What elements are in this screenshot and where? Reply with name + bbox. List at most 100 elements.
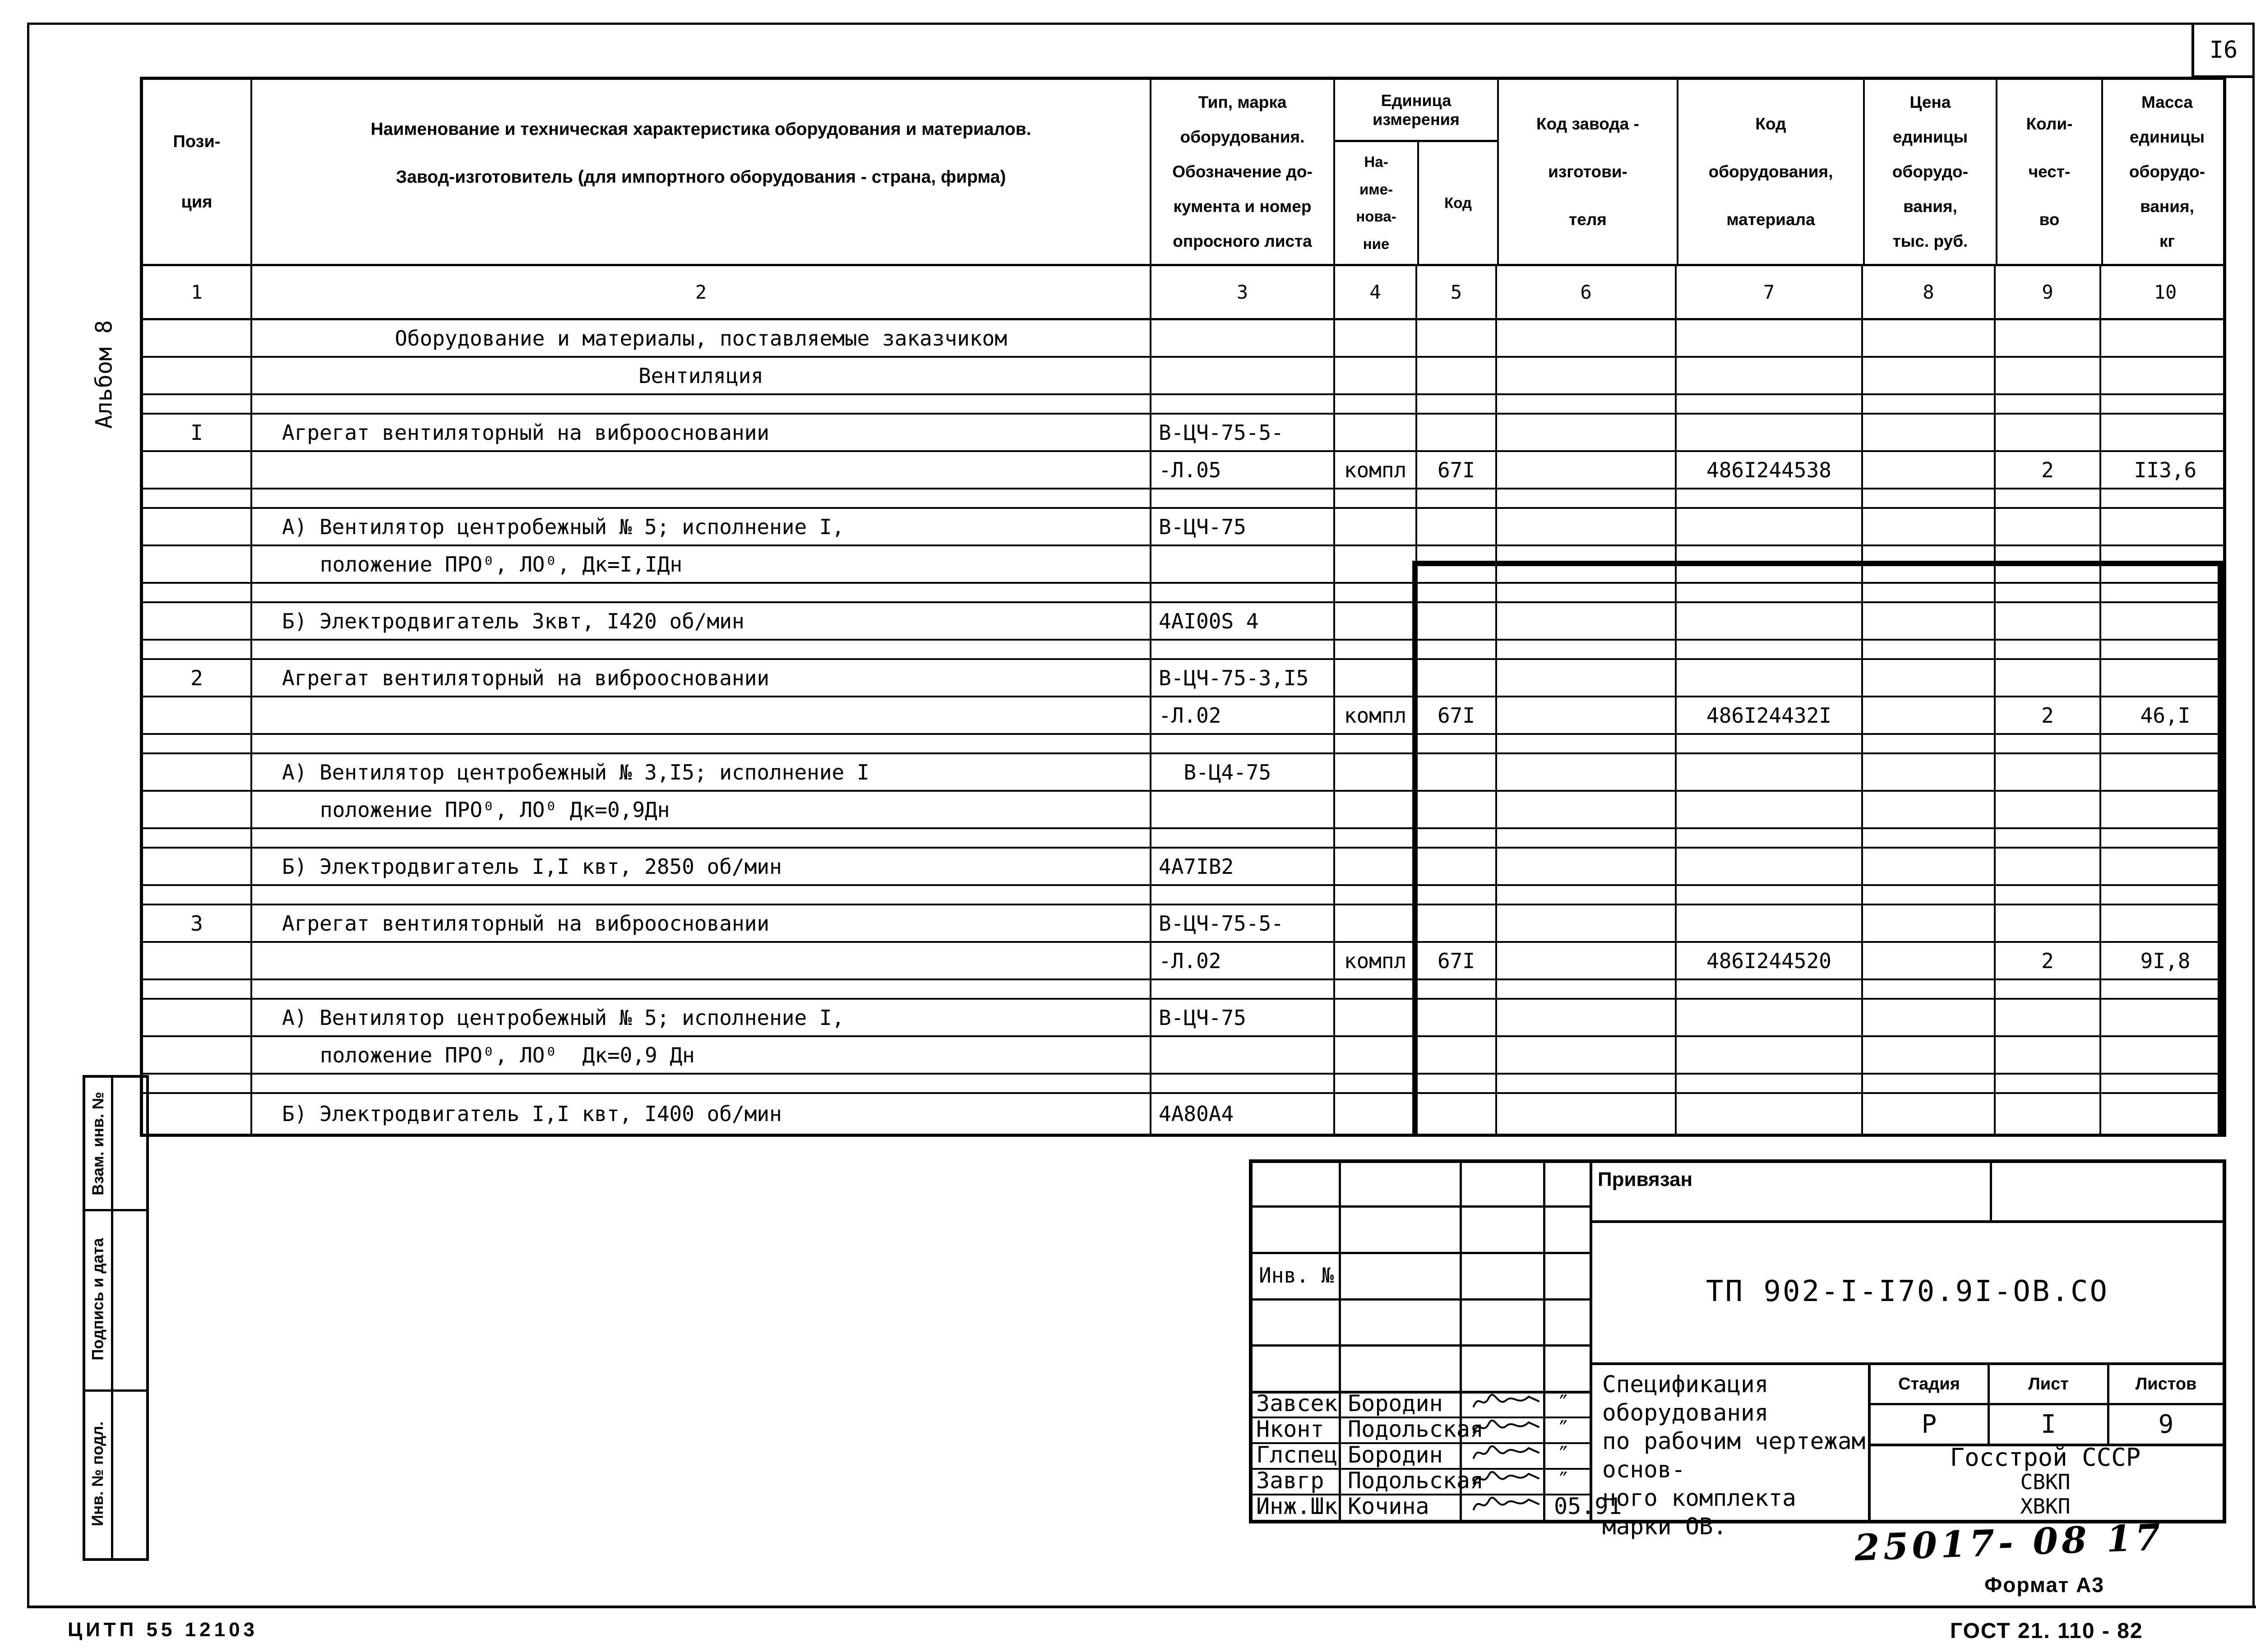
table-cell-price xyxy=(1861,320,1994,356)
table-cell-mat xyxy=(1675,1000,1861,1035)
table-cell-mat xyxy=(1675,395,1861,413)
table-cell-price xyxy=(1861,849,1994,884)
table-cell-mass xyxy=(2099,1037,2223,1073)
table-cell-mass xyxy=(2099,415,2223,450)
table-cell-price xyxy=(1861,905,1994,941)
table-cell-pos xyxy=(143,509,250,545)
table-cell-ucode xyxy=(1415,849,1495,884)
table-cell-type: В-ЦЧ-75 xyxy=(1150,1000,1333,1035)
table-cell-ucode xyxy=(1415,660,1495,696)
table-cell-unit xyxy=(1333,546,1415,582)
table-cell-unit xyxy=(1333,980,1415,998)
column-numbers-row: 1 2 3 4 5 6 7 8 9 10 xyxy=(143,266,2223,320)
table-cell-type: В-Ц4-75 xyxy=(1150,754,1333,790)
table-cell-name: Б) Электродвигатель I,I квт, 2850 об/мин xyxy=(250,849,1150,884)
table-cell-mass: II3,6 xyxy=(2099,452,2223,488)
table-cell-mass xyxy=(2099,735,2223,752)
table-cell-mat xyxy=(1675,546,1861,582)
table-cell-mass xyxy=(2099,641,2223,658)
signature-row: Инж.Шк Кочина 05.91 xyxy=(1253,1494,1622,1519)
signature-date: ″ xyxy=(1557,1467,1571,1494)
table-cell-factory xyxy=(1495,754,1675,790)
table-cell-mass xyxy=(2099,395,2223,413)
table-cell-mat xyxy=(1675,905,1861,941)
table-cell-ucode xyxy=(1415,1075,1495,1092)
table-cell-type xyxy=(1150,829,1333,847)
table-cell-ucode xyxy=(1415,395,1495,413)
table-cell-ucode xyxy=(1415,509,1495,545)
table-cell-name: положение ПРО⁰, ЛО⁰ Дк=0,9 Дн xyxy=(250,1037,1150,1073)
table-cell-ucode xyxy=(1415,905,1495,941)
table-cell-type: 4А80А4 xyxy=(1150,1094,1333,1134)
page-number: I6 xyxy=(2209,37,2238,64)
header-type: Тип, марка оборудования. Обозначение до-… xyxy=(1150,80,1333,264)
table-cell-mat xyxy=(1675,660,1861,696)
table-cell-unit xyxy=(1333,735,1415,752)
sheet-header: Лист xyxy=(2028,1374,2069,1394)
table-row: А) Вентилятор центробежный № 3,I5; испол… xyxy=(143,754,2223,792)
table-cell-ucode xyxy=(1415,792,1495,827)
signature-row: Глспец Бородин ″ xyxy=(1253,1442,1592,1468)
signature-name: Бородин xyxy=(1348,1442,1443,1468)
table-cell-qty: 2 xyxy=(1994,943,2099,978)
table-cell-name: Б) Электродвигатель 3квт, I420 об/мин xyxy=(250,603,1150,639)
table-cell-pos: 2 xyxy=(190,665,203,690)
table-cell-type xyxy=(1150,489,1333,507)
table-cell-mass xyxy=(2099,320,2223,356)
table-cell-type xyxy=(1150,735,1333,752)
signature-name: Подольская xyxy=(1348,1467,1484,1494)
table-cell-mat xyxy=(1675,849,1861,884)
table-cell-type: -Л.02 xyxy=(1150,943,1333,978)
table-cell-factory xyxy=(1495,584,1675,601)
table-cell-price xyxy=(1861,641,1994,658)
title-line: ного комплекта марки ОВ. xyxy=(1602,1485,1796,1540)
title-line: Спецификация оборудования xyxy=(1602,1371,1769,1426)
table-cell-pos xyxy=(143,358,250,393)
frame-left-line xyxy=(27,23,29,1608)
table-cell-name xyxy=(250,452,1150,488)
table-cell-type xyxy=(1150,395,1333,413)
table-cell-factory xyxy=(1495,489,1675,507)
frame-bottom-line xyxy=(27,1606,2256,1608)
table-cell-qty xyxy=(1994,1000,2099,1035)
signature-scribble xyxy=(1469,1467,1552,1495)
table-cell-name: положение ПРО⁰, ЛО⁰ Дк=0,9Дн xyxy=(250,792,1150,827)
table-cell-qty xyxy=(1994,849,2099,884)
column-number: 5 xyxy=(1415,266,1495,318)
header-name: Наименование и техническая характеристик… xyxy=(250,80,1150,264)
table-row: -Л.05 компл 67I 486I244538 2 II3,6 xyxy=(143,452,2223,489)
table-cell-pos xyxy=(143,829,250,847)
header-material-code: Код оборудования, материала xyxy=(1677,80,1863,264)
table-cell-factory xyxy=(1495,1094,1675,1134)
stage-value: Р xyxy=(1921,1410,1937,1439)
table-cell-mass xyxy=(2099,1075,2223,1092)
table-cell-mass xyxy=(2099,1000,2223,1035)
frame-right-line xyxy=(2252,23,2255,1608)
column-number: 4 xyxy=(1333,266,1415,318)
table-cell-type xyxy=(1150,886,1333,904)
table-cell-mat xyxy=(1675,980,1861,998)
table-cell-ucode xyxy=(1415,415,1495,450)
signature-role: Завгр xyxy=(1256,1467,1324,1494)
table-row: I Агрегат вентиляторный на виброосновании… xyxy=(143,415,2223,452)
table-cell-price xyxy=(1861,489,1994,507)
table-cell-name xyxy=(250,980,1150,998)
table-cell-qty xyxy=(1994,792,2099,827)
header-unit-group: Единица измерения На- име- нова- ние Код xyxy=(1333,80,1497,264)
table-cell-price xyxy=(1861,660,1994,696)
table-cell-factory xyxy=(1495,320,1675,356)
table-cell-qty xyxy=(1994,320,2099,356)
table-row: Вентиляция xyxy=(143,358,2223,395)
table-row: Б) Электродвигатель 3квт, I420 об/мин 4АI… xyxy=(143,603,2223,641)
table-cell-price xyxy=(1861,415,1994,450)
table-cell-factory xyxy=(1495,603,1675,639)
table-cell-pos xyxy=(143,1037,250,1073)
table-cell-type: В-ЦЧ-75-5- xyxy=(1150,415,1333,450)
table-cell-mass xyxy=(2099,546,2223,582)
table-cell-qty xyxy=(1994,1037,2099,1073)
table-cell-factory xyxy=(1495,546,1675,582)
signature-row: Нконт Подольская ″ xyxy=(1253,1417,1592,1442)
table-cell-ucode xyxy=(1415,603,1495,639)
table-cell-mass xyxy=(2099,849,2223,884)
